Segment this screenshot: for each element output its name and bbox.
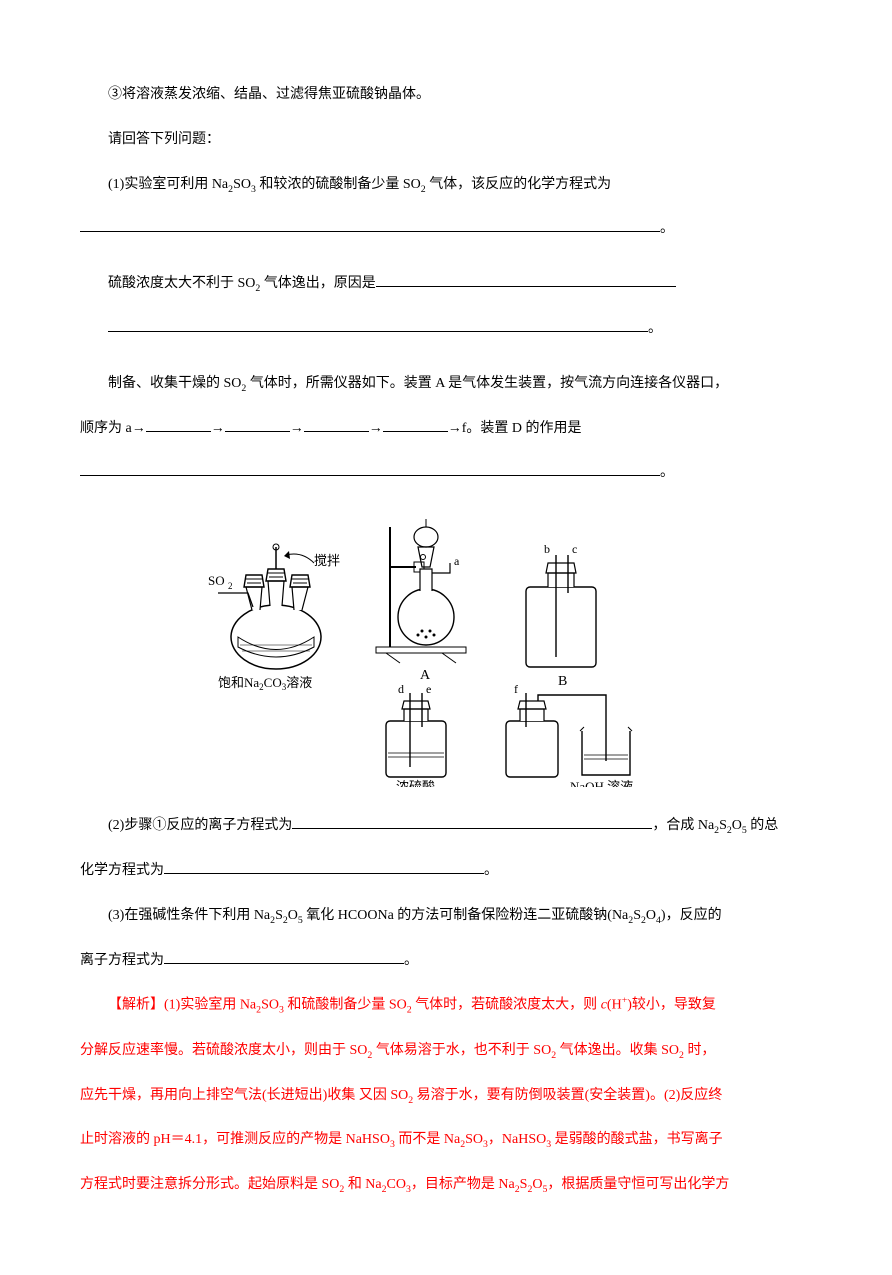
arr: → [369, 421, 383, 436]
answer-l1: 【解析】(1)实验室用 Na2SO3 和硫酸制备少量 SO2 气体时，若硫酸浓度… [80, 990, 812, 1021]
port-c: c [572, 542, 577, 556]
q3-t1c: O [288, 908, 298, 923]
sub: 2 [228, 581, 233, 591]
a5g: ，根据质量守恒可写出化学方 [547, 1177, 729, 1192]
apparatus-DE: f NaOH 溶液 D E [506, 682, 633, 787]
a4b: 而不是 Na [395, 1132, 460, 1147]
q1-l3b-t1: 顺序为 a→ [80, 421, 146, 436]
q3: (3)在强碱性条件下利用 Na2S2O5 氧化 HCOONa 的方法可制备保险粉… [80, 901, 812, 932]
q1-l2-t1: 硫酸浓度太大不利于 SO [108, 276, 255, 291]
a3a: 应先干燥，再用向上排空气法(长进短出)收集 又因 SO [80, 1088, 408, 1103]
a1d: 气体时，若硫酸浓度太大，则 [412, 998, 601, 1013]
q3-t1d: 氧化 HCOONa 的方法可制备保险粉连二亚硫酸钠(Na [303, 908, 628, 923]
port-b: b [544, 542, 550, 556]
d-text: NaOH 溶液 [570, 779, 633, 787]
a4d: ，NaHSO [488, 1132, 546, 1147]
answer-l4: 止时溶液的 pH＝4.1，可推测反应的产物是 NaHSO3 而不是 Na2SO3… [80, 1125, 812, 1156]
q2-t2b: S [719, 818, 727, 833]
a1f: (H [607, 998, 622, 1013]
c-text: 浓硫酸 [396, 779, 435, 787]
q1-l1-t4: 气体，该反应的化学方程式为 [426, 177, 612, 192]
period: 。 [404, 953, 418, 968]
a1a: 【解析】(1)实验室用 Na [108, 998, 256, 1013]
q3-t1b: S [275, 908, 283, 923]
q1-line1: (1)实验室可利用 Na2SO3 和较浓的硫酸制备少量 SO2 气体，该反应的化… [80, 170, 812, 201]
q3-t1e: S [633, 908, 641, 923]
period: 。 [660, 221, 674, 236]
q1-l2-t2: 气体逸出，原因是 [260, 276, 376, 291]
answer-l2: 分解反应速率慢。若硫酸浓度太小，则由于 SO2 气体易溶于水，也不利于 SO2 … [80, 1036, 812, 1067]
apparatus-B: b c B [526, 542, 596, 689]
port-a: a [454, 554, 460, 568]
a1b: SO [261, 998, 279, 1013]
a2a: 分解反应速率慢。若硫酸浓度太小，则由于 SO [80, 1043, 367, 1058]
a2b: 气体易溶于水，也不利于 SO [372, 1043, 551, 1058]
q3-t2: 离子方程式为 [80, 953, 164, 968]
q2b: 化学方程式为 。 [80, 856, 812, 887]
q3-t1f: O [646, 908, 656, 923]
apparatus-A: a A [376, 519, 466, 683]
a3b: 易溶于水，要有防倒吸装置(安全装置)。(2)反应终 [413, 1088, 722, 1103]
period: 。 [660, 465, 674, 480]
q2-t2: ，合成 Na [652, 818, 714, 833]
q3-t1g: )，反应的 [661, 908, 722, 923]
answer-l3: 应先干燥，再用向上排空气法(长进短出)收集 又因 SO2 易溶于水，要有防倒吸装… [80, 1081, 812, 1112]
step-3: ③将溶液蒸发浓缩、结晶、过滤得焦亚硫酸钠晶体。 [80, 80, 812, 111]
port-d: d [398, 682, 404, 696]
q3b: 离子方程式为 。 [80, 946, 812, 977]
a1c: 和硫酸制备少量 SO [284, 998, 407, 1013]
a4c: SO [465, 1132, 483, 1147]
a4a: 止时溶液的 pH＝4.1，可推测反应的产物是 NaHSO [80, 1132, 390, 1147]
q2-t3: 化学方程式为 [80, 863, 164, 878]
a5f: O [532, 1177, 542, 1192]
q2-t2c: O [732, 818, 742, 833]
label-B: B [558, 674, 567, 689]
q1-l1-t2: SO [233, 177, 251, 192]
q1-l1-t1: (1)实验室可利用 Na [108, 177, 228, 192]
q1-blank: 。 [80, 214, 812, 245]
a2d: 时， [684, 1043, 716, 1058]
q2-t2d: 的总 [747, 818, 779, 833]
a4e: 是弱酸的酸式盐，书写离子 [551, 1132, 723, 1147]
a5c: CO [387, 1177, 406, 1192]
a5d: ，目标产物是 Na [411, 1177, 515, 1192]
q1-l3-t2: 气体时，所需仪器如下。装置 A 是气体发生装置，按气流方向连接各仪器口， [246, 376, 728, 391]
a2c: 气体逸出。收集 SO [556, 1043, 679, 1058]
period: 。 [648, 321, 662, 336]
so2-label: SO [208, 573, 225, 588]
a1g: )较小，导致复 [627, 998, 716, 1013]
q2-t1: (2)步骤①反应的离子方程式为 [108, 818, 292, 833]
period: 。 [484, 863, 498, 878]
vessel-3neck: SO 2 搅拌 饱和Na2CO3溶液 [208, 544, 340, 692]
port-e: e [426, 682, 431, 696]
apparatus-C: d e 浓硫酸 C [386, 682, 446, 787]
q2: (2)步骤①反应的离子方程式为，合成 Na2S2O5 的总 [80, 811, 812, 842]
port-f: f [514, 682, 518, 696]
saturated-label: 饱和Na2CO3溶液 [218, 675, 312, 692]
q1-l3-t1: 制备、收集干燥的 SO [108, 376, 241, 391]
q1-line3b: 顺序为 a→ → → → →f。装置 D 的作用是 [80, 414, 812, 445]
arr: → [211, 421, 225, 436]
arr: → [290, 421, 304, 436]
a5a: 方程式时要注意拆分形式。起始原料是 SO [80, 1177, 339, 1192]
q1-blank2: 。 [80, 314, 812, 345]
q1-blank3: 。 [80, 458, 812, 489]
questions-intro: 请回答下列问题： [80, 125, 812, 156]
stir-label: 搅拌 [314, 553, 340, 568]
label-A: A [420, 668, 431, 683]
a5b: 和 Na [344, 1177, 381, 1192]
q1-line3: 制备、收集干燥的 SO2 气体时，所需仪器如下。装置 A 是气体发生装置，按气流… [80, 369, 812, 400]
q1-l1-t3: 和较浓的硫酸制备少量 SO [256, 177, 421, 192]
answer-l5: 方程式时要注意拆分形式。起始原料是 SO2 和 Na2CO3，目标产物是 Na2… [80, 1170, 812, 1201]
q3-t1: (3)在强碱性条件下利用 Na [108, 908, 270, 923]
apparatus-diagram: SO 2 搅拌 饱和Na2CO3溶液 a A [80, 507, 812, 787]
q1-line2: 硫酸浓度太大不利于 SO2 气体逸出，原因是 [80, 269, 812, 300]
q1-l3b-t2: →f。装置 D 的作用是 [448, 421, 582, 436]
